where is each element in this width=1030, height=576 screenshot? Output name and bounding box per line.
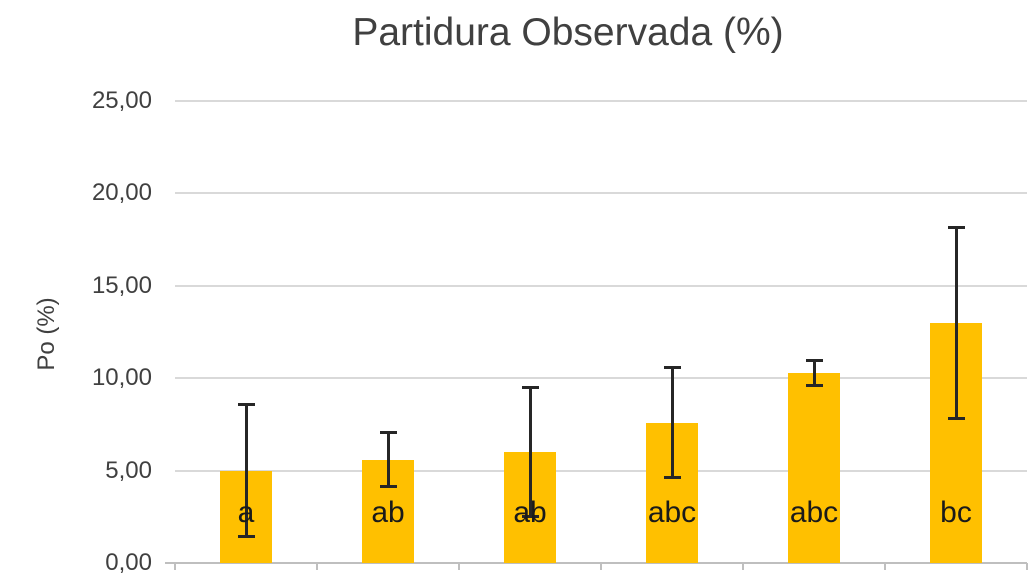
y-tick-label: 20,00 bbox=[91, 179, 152, 207]
x-axis-tick bbox=[174, 563, 176, 570]
error-bar-cap-bottom bbox=[379, 485, 397, 489]
x-axis-tick bbox=[742, 563, 744, 570]
error-bar-cap-top bbox=[805, 358, 823, 362]
error-bar-line bbox=[954, 226, 958, 419]
bar bbox=[788, 372, 840, 563]
y-tick-label: 25,00 bbox=[91, 87, 152, 114]
error-bar-cap-bottom bbox=[947, 416, 965, 420]
x-axis-tick bbox=[884, 563, 886, 570]
error-bar-cap-bottom bbox=[237, 535, 255, 539]
gridline bbox=[175, 100, 1027, 102]
plot-area: a ab ab abc abc bc bbox=[165, 100, 1028, 570]
error-bar-cap-top bbox=[237, 403, 255, 407]
y-tick-label: 0,00 bbox=[105, 549, 152, 576]
error-bar-cap-bottom bbox=[805, 383, 823, 387]
error-bar-cap-bottom bbox=[521, 514, 539, 518]
gridline bbox=[175, 377, 1027, 380]
significance-label: a bbox=[237, 496, 255, 529]
x-axis-tick bbox=[316, 563, 318, 570]
error-bar-line bbox=[670, 367, 674, 478]
significance-label: abc bbox=[647, 496, 697, 529]
error-bar-cap-top bbox=[663, 366, 681, 370]
error-bar-cap-top bbox=[947, 225, 965, 229]
gridline bbox=[175, 469, 1027, 472]
significance-label: ab bbox=[513, 496, 547, 529]
y-axis-tick-labels: 25,00 20,00 15,00 10,00 5,00 0,00 bbox=[40, 0, 152, 576]
y-tick-label: 5,00 bbox=[105, 456, 152, 484]
x-axis-tick bbox=[1026, 563, 1028, 570]
x-axis-tick bbox=[600, 563, 602, 570]
error-bar-cap-bottom bbox=[663, 475, 681, 479]
significance-label: ab bbox=[371, 496, 405, 529]
error-bar-line bbox=[528, 387, 532, 517]
error-bar-cap-top bbox=[379, 430, 397, 434]
x-axis-line bbox=[165, 562, 1027, 564]
significance-label: abc bbox=[789, 496, 839, 529]
error-bar-line bbox=[244, 404, 248, 538]
error-bar-line bbox=[386, 431, 390, 488]
y-tick-label: 10,00 bbox=[91, 364, 152, 392]
error-bar-cap-top bbox=[521, 386, 539, 390]
x-axis-tick bbox=[458, 563, 460, 570]
gridline bbox=[175, 284, 1027, 287]
error-bar-line bbox=[812, 359, 816, 386]
gridline bbox=[175, 192, 1027, 195]
chart-title: Partidura Observada (%) bbox=[352, 11, 784, 54]
significance-label: bc bbox=[940, 496, 972, 529]
y-tick-label: 15,00 bbox=[91, 271, 152, 299]
